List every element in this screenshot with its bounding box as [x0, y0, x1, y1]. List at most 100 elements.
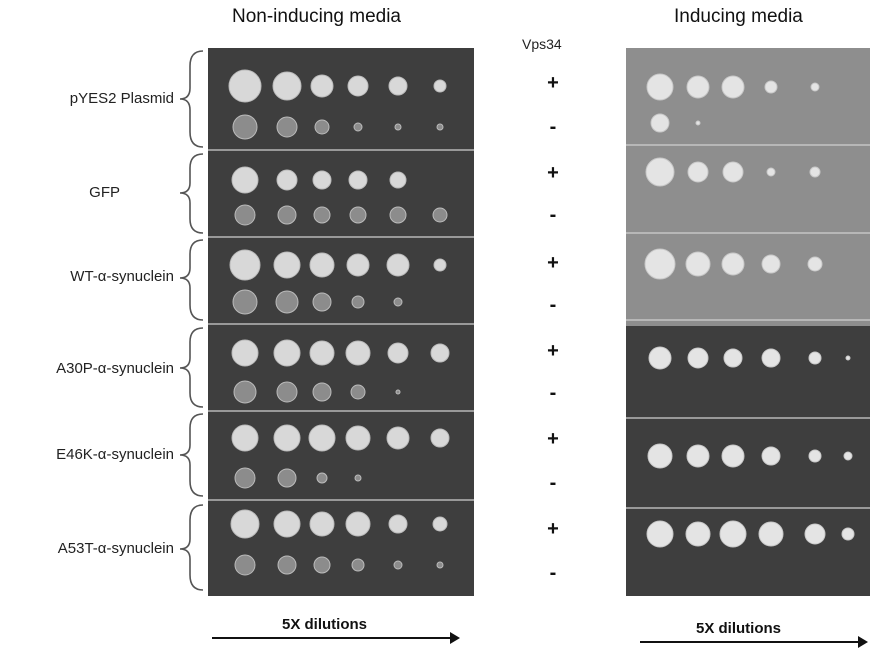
dilution-label-right: 5X dilutions — [696, 620, 782, 637]
colony-spot — [229, 249, 261, 281]
colony-spot — [277, 555, 297, 575]
sign-plus-6: + — [547, 518, 559, 540]
colony-spot — [348, 170, 368, 190]
brace-4 — [179, 327, 204, 408]
sign-minus-2: - — [549, 204, 557, 226]
brace-6 — [179, 504, 204, 591]
colony-spot — [386, 426, 410, 450]
colony-spot — [275, 290, 299, 314]
sign-plus-4: + — [547, 340, 559, 362]
colony-spot — [646, 73, 674, 101]
colony-spot — [351, 558, 365, 572]
colony-spot — [232, 114, 258, 140]
colony-spot — [646, 520, 674, 548]
sign-minus-6: - — [549, 562, 557, 584]
colony-spot — [685, 521, 711, 547]
colony-spot — [309, 511, 335, 537]
colony-spot — [309, 252, 335, 278]
colony-spot — [231, 424, 259, 452]
colony-spot — [719, 520, 747, 548]
colony-spot — [316, 472, 328, 484]
vps34-label: Vps34 — [522, 36, 562, 52]
colony-spot — [687, 161, 709, 183]
colony-spot — [388, 76, 408, 96]
colony-spot — [395, 389, 401, 395]
colony-spot — [273, 510, 301, 538]
brace-3 — [179, 239, 204, 321]
colony-spot — [231, 339, 259, 367]
colony-spot — [273, 424, 301, 452]
brace-1 — [179, 50, 204, 148]
sign-minus-5: - — [549, 472, 557, 494]
strain-label-pyes2: pYES2 Plasmid — [69, 90, 174, 107]
strain-label-a30p: A30P-α-synuclein — [56, 360, 174, 377]
colony-spot — [722, 161, 744, 183]
colony-spot — [276, 381, 298, 403]
strain-label-gfp: GFP — [89, 184, 120, 201]
colony-spot — [234, 554, 256, 576]
sign-minus-4: - — [549, 382, 557, 404]
colony-spot — [687, 347, 709, 369]
colony-spot — [312, 292, 332, 312]
colony-spot — [346, 253, 370, 277]
colony-spot — [277, 205, 297, 225]
colony-spot — [386, 253, 410, 277]
colony-spot — [685, 251, 711, 277]
colony-spot — [436, 123, 444, 131]
brace-5 — [179, 413, 204, 497]
colony-spot — [430, 428, 450, 448]
dilution-arrow-right — [640, 636, 868, 648]
colony-spot — [436, 561, 444, 569]
colony-spot — [432, 516, 448, 532]
colony-spot — [809, 166, 821, 178]
colony-spot — [804, 523, 826, 545]
colony-spot — [433, 79, 447, 93]
colony-spot — [430, 343, 450, 363]
non-inducing-header: Non-inducing media — [232, 6, 401, 27]
colony-spot — [761, 254, 781, 274]
colony-spot — [721, 252, 745, 276]
colony-spot — [650, 113, 670, 133]
colony-spot — [686, 75, 710, 99]
colony-spot — [313, 556, 331, 574]
colony-spot — [347, 75, 369, 97]
sign-plus-2: + — [547, 162, 559, 184]
colony-spot — [723, 348, 743, 368]
colony-spot — [351, 295, 365, 309]
colony-spot — [758, 521, 784, 547]
colony-spot — [233, 380, 257, 404]
colony-spot — [695, 120, 701, 126]
colony-spot — [766, 167, 776, 177]
non-inducing-plate — [208, 48, 474, 596]
colony-spot — [394, 123, 402, 131]
brace-2 — [179, 153, 204, 234]
colony-spot — [648, 346, 672, 370]
colony-spot — [312, 382, 332, 402]
colony-spot — [230, 509, 260, 539]
colony-spot — [686, 444, 710, 468]
colony-spot — [810, 82, 820, 92]
sign-minus-3: - — [549, 294, 557, 316]
colony-spot — [354, 474, 362, 482]
colony-spot — [761, 446, 781, 466]
colony-spot — [234, 467, 256, 489]
colony-spot — [272, 71, 302, 101]
sign-minus-1: - — [549, 116, 557, 138]
colony-spot — [350, 384, 366, 400]
colony-spot — [841, 527, 855, 541]
colony-spot — [345, 340, 371, 366]
sign-plus-5: + — [547, 428, 559, 450]
colony-spot — [389, 171, 407, 189]
colony-spot — [388, 514, 408, 534]
colony-spot — [645, 157, 675, 187]
colony-spot — [273, 339, 301, 367]
colony-spot — [808, 351, 822, 365]
colony-spot — [387, 342, 409, 364]
colony-spot — [808, 449, 822, 463]
colony-spot — [432, 207, 448, 223]
colony-spot — [353, 122, 363, 132]
colony-spot — [644, 248, 676, 280]
colony-spot — [764, 80, 778, 94]
